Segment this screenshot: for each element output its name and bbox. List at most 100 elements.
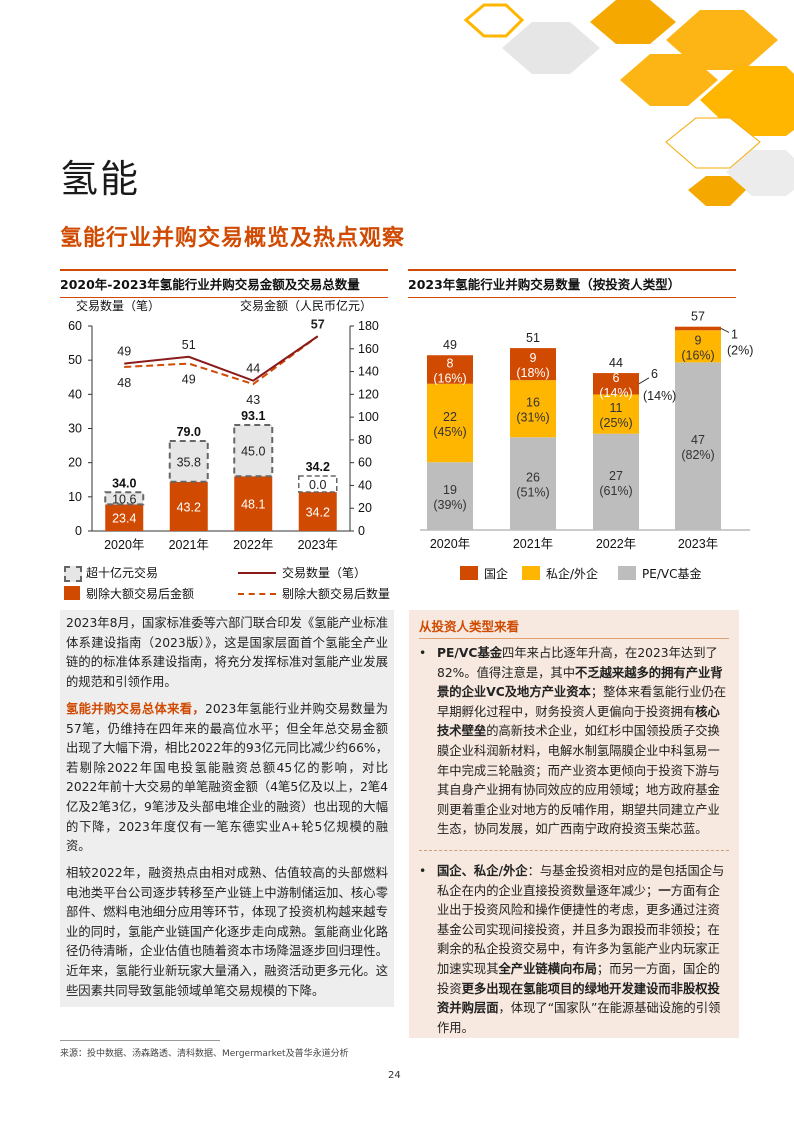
stack-segment-pevc bbox=[427, 462, 473, 530]
segment-pct-label: (51%) bbox=[516, 486, 549, 500]
x-category-label: 2021年 bbox=[169, 538, 209, 552]
segment-pct-label: (45%) bbox=[433, 425, 466, 439]
count-label: 49 bbox=[117, 345, 131, 359]
stack-total-label: 51 bbox=[526, 331, 540, 345]
stack-total-label: 49 bbox=[443, 338, 457, 352]
left-tick-label: 30 bbox=[68, 422, 82, 436]
segment-value-label: 16 bbox=[526, 396, 540, 410]
legend-label-private: 私企/外企 bbox=[546, 567, 599, 581]
bar-ex-amount bbox=[105, 504, 144, 531]
callout-value-label: 1 bbox=[731, 327, 738, 341]
stack-segment-soe bbox=[510, 348, 556, 381]
bar-big-deal bbox=[233, 423, 274, 478]
left-tick-label: 10 bbox=[68, 490, 82, 504]
bar-total-label: 34.0 bbox=[112, 476, 136, 490]
count-label: 57 bbox=[311, 317, 325, 331]
x-category-label: 2021年 bbox=[513, 537, 553, 551]
soe-label: 国企、私企/外企 bbox=[437, 864, 528, 878]
soe-text-a: ：与基金投资相对应的是包括国企与私企在内的企业直接投资数量逐年减少； bbox=[437, 864, 725, 898]
bullet-divider bbox=[419, 850, 729, 851]
count-label: 51 bbox=[182, 338, 196, 352]
segment-pct-label: (16%) bbox=[681, 348, 714, 362]
segment-value-label: 47 bbox=[691, 433, 705, 447]
bar-big-deal bbox=[298, 475, 338, 493]
left-chart-legend: 超十亿元交易 交易数量（笔） 剔除大额交易后金额 剔除大额交易后数量 bbox=[60, 564, 400, 604]
pevc-text-d: 核心技术壁垒 bbox=[437, 704, 720, 739]
right-tick-label: 20 bbox=[358, 501, 372, 515]
bullet-dot: • bbox=[419, 864, 427, 878]
line-count bbox=[124, 335, 319, 382]
soe-text-f: 更多出现在氢能项目的绿地开发建设而非股权投资并购层面 bbox=[437, 981, 720, 1016]
bullet-pevc: • PE/VC基金四年来占比逐年升高，在2023年达到了82%。值得注意是，其中… bbox=[419, 644, 729, 840]
segment-value-label: 9 bbox=[695, 333, 702, 347]
right-tick-label: 140 bbox=[358, 365, 379, 379]
page-title: 氢能 bbox=[60, 157, 141, 201]
count-ex-label: 43 bbox=[246, 393, 260, 407]
legend-label-ex-count: 剔除大额交易后数量 bbox=[282, 587, 391, 601]
left-tick-label: 0 bbox=[75, 524, 82, 538]
left-tick-label: 20 bbox=[68, 456, 82, 470]
segment-value-label: 6 bbox=[613, 371, 620, 385]
right-tick-label: 100 bbox=[358, 410, 379, 424]
count-ex-label: 49 bbox=[182, 373, 196, 387]
segment-value-label: 19 bbox=[443, 483, 457, 497]
x-category-label: 2023年 bbox=[298, 538, 338, 552]
left-tick-label: 40 bbox=[68, 387, 82, 401]
soe-text-c: 方面有企业出于投资风险和操作便捷性的考虑，更多通过注资基金公司实现间接投资，并且… bbox=[437, 883, 720, 976]
legend-swatch-count bbox=[238, 572, 276, 574]
section-subtitle: 氢能行业并购交易概览及热点观察 bbox=[60, 226, 406, 251]
callout-leader bbox=[720, 328, 730, 333]
stack-segment-private bbox=[593, 394, 639, 434]
bar-ex-amount-label: 34.2 bbox=[306, 506, 330, 520]
legend-swatch-big bbox=[64, 566, 82, 582]
segment-pct-label: (61%) bbox=[599, 484, 632, 498]
right-tick-label: 160 bbox=[358, 342, 379, 356]
segment-pct-label: (39%) bbox=[433, 498, 466, 512]
bar-big-deal-label: 0.0 bbox=[309, 478, 326, 492]
bar-ex-amount bbox=[298, 492, 337, 531]
callout-pct-label: (14%) bbox=[643, 389, 676, 403]
x-category-label: 2022年 bbox=[596, 537, 636, 551]
segment-pct-label: (31%) bbox=[516, 411, 549, 425]
left-chart: 0 10 20 30 40 50 60 0 20 40 60 80 100 120 140 160 180 23.… bbox=[68, 317, 379, 552]
right-chart: 19(39%)22(45%)8(16%)492020年26(51%)16(31%… bbox=[420, 310, 753, 551]
stack-total-label: 44 bbox=[609, 356, 623, 370]
legend-swatch-ex-count bbox=[238, 593, 276, 595]
legend-swatch-soe bbox=[460, 566, 478, 580]
source-note: 来源：投中数据、汤森路透、清科数据、Mergermarket及普华永道分析 bbox=[60, 1049, 349, 1059]
bar-big-deal bbox=[104, 491, 145, 506]
soe-text-g: ，体现了“国家队”在能源基础设施的引领作用。 bbox=[437, 1001, 721, 1035]
bar-total-label: 93.1 bbox=[241, 409, 265, 423]
left-tick-label: 50 bbox=[68, 353, 82, 367]
segment-pct-label: (25%) bbox=[599, 416, 632, 430]
legend-swatch-ex-amount bbox=[64, 586, 80, 600]
right-axis-label: 交易金额（人民币亿元） bbox=[240, 299, 373, 313]
legend-label-ex-amount: 剔除大额交易后金额 bbox=[86, 587, 195, 601]
stack-segment-pevc bbox=[510, 437, 556, 530]
stack-segment-soe bbox=[593, 373, 639, 395]
left-tick-label: 60 bbox=[68, 319, 82, 333]
investor-heading: 从投资人类型来看 bbox=[419, 619, 520, 634]
stack-segment-pevc bbox=[675, 362, 721, 530]
callout-leader bbox=[638, 377, 650, 385]
stack-segment-private bbox=[675, 330, 721, 363]
pevc-text-c: ；整体来看氢能行业仍在早期孵化过程中，财务投资人更偏向于投资拥有 bbox=[437, 685, 727, 719]
bar-ex-amount-label: 43.2 bbox=[177, 500, 201, 514]
count-ex-label: 48 bbox=[117, 376, 131, 390]
right-tick-label: 180 bbox=[358, 319, 379, 333]
bar-big-deal-label: 45.0 bbox=[241, 445, 265, 459]
heading-divider bbox=[419, 638, 729, 639]
legend-label-big: 超十亿元交易 bbox=[86, 566, 159, 580]
right-tick-label: 40 bbox=[358, 478, 372, 492]
segment-pct-label: (82%) bbox=[681, 448, 714, 462]
page-number: 24 bbox=[388, 1070, 401, 1081]
bar-ex-amount-label: 48.1 bbox=[241, 498, 265, 512]
callout-value-label: 6 bbox=[651, 367, 658, 381]
source-rule bbox=[60, 1040, 220, 1041]
stack-segment-pevc bbox=[593, 433, 639, 530]
text-panel-hotspots: 相较2022年，融资热点由相对成熟、估值较高的头部燃料电池类平台公司逐步转移至产… bbox=[60, 860, 394, 1008]
segment-value-label: 9 bbox=[530, 351, 537, 365]
overview-highlight: 氢能并购交易总体来看， bbox=[66, 702, 206, 716]
bar-ex-amount-label: 23.4 bbox=[112, 512, 136, 526]
right-tick-label: 0 bbox=[358, 524, 365, 538]
